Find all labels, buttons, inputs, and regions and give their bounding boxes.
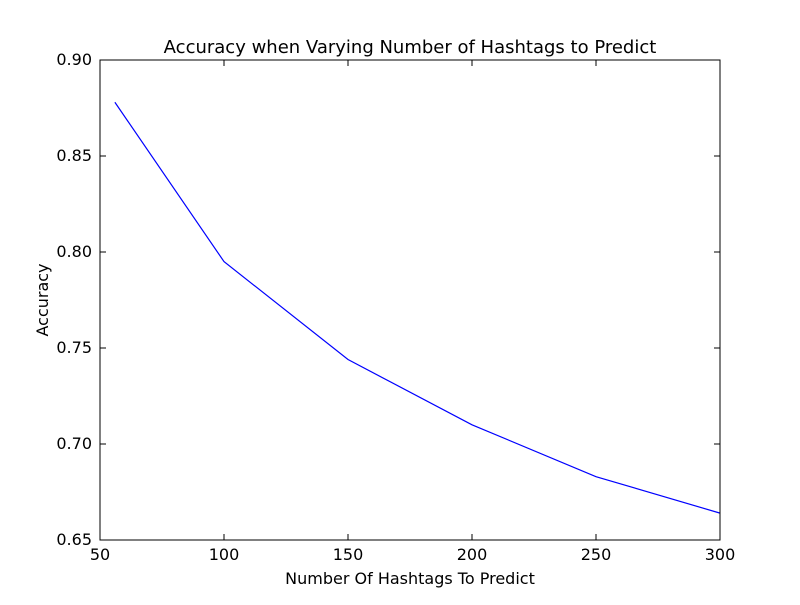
x-tick-label: 200	[457, 545, 488, 564]
y-tick-label: 0.90	[56, 50, 92, 69]
y-tick-label: 0.70	[56, 434, 92, 453]
chart-title: Accuracy when Varying Number of Hashtags…	[164, 37, 657, 58]
axes-frame	[99, 59, 721, 541]
x-tick-label: 100	[209, 545, 240, 564]
y-tick-label: 0.80	[56, 242, 92, 261]
y-tick-label: 0.65	[56, 530, 92, 549]
y-axis-label: Accuracy	[33, 263, 52, 336]
y-tick-label: 0.85	[56, 146, 92, 165]
x-tick-label: 150	[333, 545, 364, 564]
x-tick-label: 250	[581, 545, 612, 564]
series-line-0	[114, 101, 721, 514]
x-tick-label: 300	[705, 545, 736, 564]
x-axis-label: Number Of Hashtags To Predict	[285, 569, 535, 588]
x-tick-label: 50	[90, 545, 110, 564]
y-tick-label: 0.75	[56, 338, 92, 357]
plot-area: 50 100 150 200 250 300 0.65 0.70 0.75 0.80 0.85 0.9…	[56, 50, 735, 564]
